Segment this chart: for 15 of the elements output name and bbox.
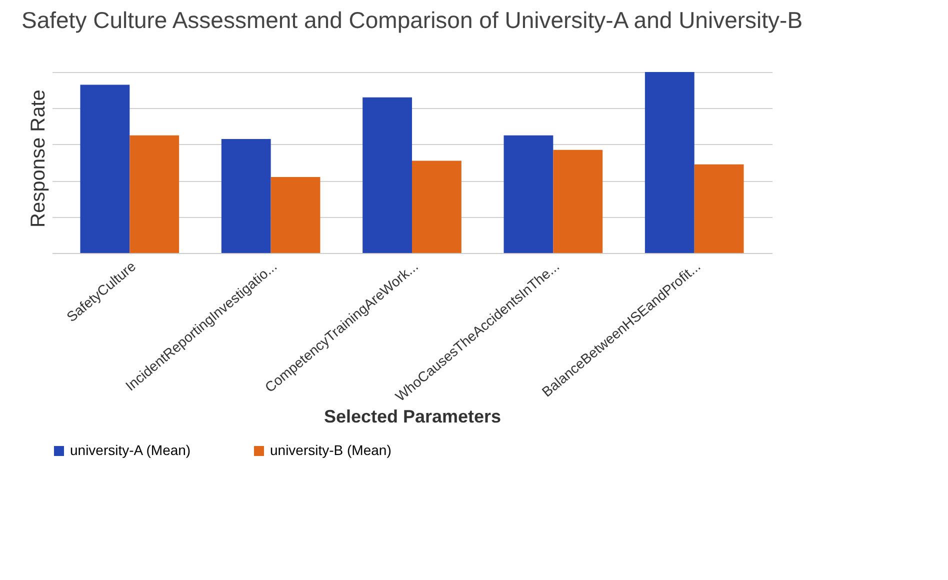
bar [270,177,320,253]
bar [221,139,271,253]
bar [80,84,130,253]
bar [504,135,554,253]
y-axis-title: Response Rate [28,90,50,228]
bar [412,160,462,253]
bar [553,150,603,253]
bar [644,72,694,253]
legend-label: university-A (Mean) [70,442,191,458]
bar [130,135,180,253]
chart-title: Safety Culture Assessment and Comparison of University-A and University-B [21,7,803,33]
legend-label: university-B (Mean) [270,442,392,458]
bar [362,97,412,253]
bar [694,164,744,253]
x-axis-title: Selected Parameters [324,406,502,426]
